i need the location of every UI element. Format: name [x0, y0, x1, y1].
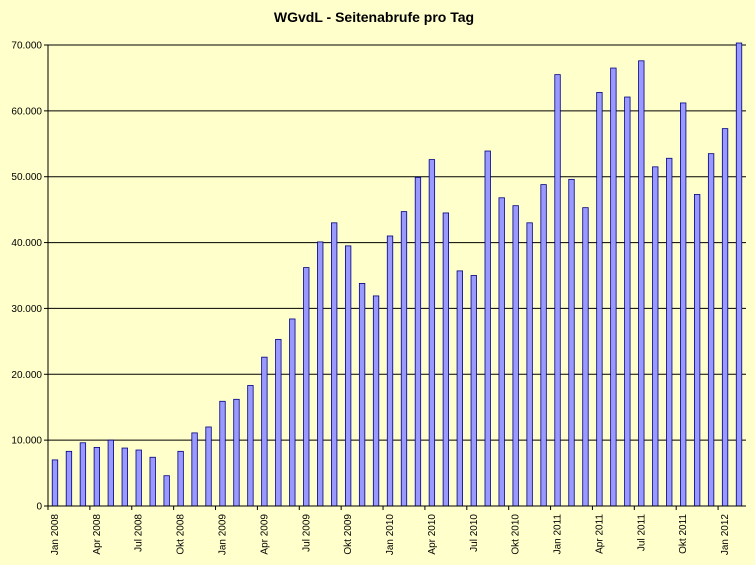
bar-20: [331, 222, 338, 507]
x-tick-label: Apr 2010: [427, 514, 438, 555]
bar-6: [135, 449, 142, 507]
bar-3: [93, 446, 101, 507]
bar-28: [442, 212, 450, 507]
x-tick-label: Jul 2008: [134, 514, 145, 552]
x-tick-label: Apr 2009: [259, 514, 270, 555]
bar-25: [400, 211, 408, 507]
y-tick-label: 70.000: [11, 41, 42, 52]
x-tick-label: Okt 2009: [343, 514, 354, 555]
gridlines: [48, 44, 746, 441]
x-tick-label: Jan 2011: [553, 514, 564, 555]
bar-36: [554, 74, 561, 507]
bar-39: [596, 92, 603, 507]
bar-23: [372, 295, 380, 507]
x-tick-label: Jan 2010: [385, 514, 396, 556]
bar-37: [568, 178, 575, 507]
y-tick-label: 60.000: [11, 106, 42, 117]
bar-29: [456, 270, 463, 507]
x-tick-label: Okt 2011: [678, 514, 689, 554]
bar-38: [582, 207, 589, 507]
bar-40: [610, 67, 617, 507]
bar-14: [247, 385, 254, 507]
x-tick-label: Jan 2009: [218, 514, 229, 556]
x-tick-label: Jul 2009: [301, 514, 312, 552]
bar-4: [107, 439, 114, 507]
bar-26: [414, 176, 422, 507]
bar-48: [721, 128, 729, 507]
bar-47: [707, 153, 715, 507]
x-tick-label: Jul 2011: [636, 514, 647, 552]
bar-2: [79, 442, 87, 507]
bar-45: [680, 102, 687, 507]
bar-5: [121, 447, 128, 507]
x-tick-label: Apr 2008: [92, 514, 103, 555]
y-tick-labels: 0 10.000 20.000 30.000 40.000 50.000 60.000 70.…: [11, 41, 42, 513]
bar-42: [638, 60, 645, 507]
chart-title: WGvdL - Seitenabrufe pro Tag: [274, 9, 474, 25]
bar-18: [303, 267, 310, 507]
axes: [44, 44, 746, 510]
bar-27: [428, 159, 436, 507]
x-tick-label: Okt 2008: [176, 514, 187, 555]
x-tick-label: Okt 2010: [511, 514, 522, 555]
x-tick-label: Jul 2010: [469, 514, 480, 552]
x-tick-label: Jan 2008: [50, 514, 61, 556]
y-tick-label: 30.000: [11, 304, 42, 315]
bar-43: [652, 166, 659, 507]
y-tick-label: 0: [36, 502, 42, 513]
bar-32: [498, 197, 505, 507]
bar-10: [191, 432, 198, 507]
x-tick-label: Apr 2011: [594, 514, 605, 554]
bar-33: [512, 205, 519, 507]
bar-16: [275, 338, 282, 507]
y-tick-label: 10.000: [11, 436, 42, 447]
bar-24: [386, 235, 394, 507]
bar-1: [65, 450, 73, 507]
x-tick-labels: Jan 2008 Apr 2008 Jul 2008 Okt 2008 Jan 2009…: [50, 514, 731, 556]
bar-22: [358, 283, 366, 507]
bars: [51, 42, 743, 507]
bar-17: [289, 318, 296, 507]
bar-12: [219, 400, 226, 507]
bar-15: [261, 356, 268, 507]
y-tick-label: 20.000: [11, 370, 42, 381]
bar-13: [233, 398, 240, 507]
bar-8: [163, 475, 170, 507]
bar-35: [540, 184, 547, 507]
bar-19: [317, 241, 324, 507]
bar-44: [666, 157, 673, 507]
bar-21: [344, 245, 352, 507]
y-tick-label: 40.000: [11, 238, 42, 249]
bar-7: [149, 456, 156, 507]
bar-41: [624, 96, 631, 507]
bar-31: [484, 150, 491, 507]
bar-34: [526, 222, 533, 507]
bar-11: [205, 426, 212, 507]
x-tick-label: Jan 2012: [720, 514, 731, 556]
bar-46: [693, 194, 701, 507]
bar-30: [470, 275, 477, 507]
bar-0: [51, 459, 59, 507]
bar-9: [177, 450, 184, 507]
bar-49: [735, 42, 743, 507]
y-tick-label: 50.000: [11, 172, 42, 183]
